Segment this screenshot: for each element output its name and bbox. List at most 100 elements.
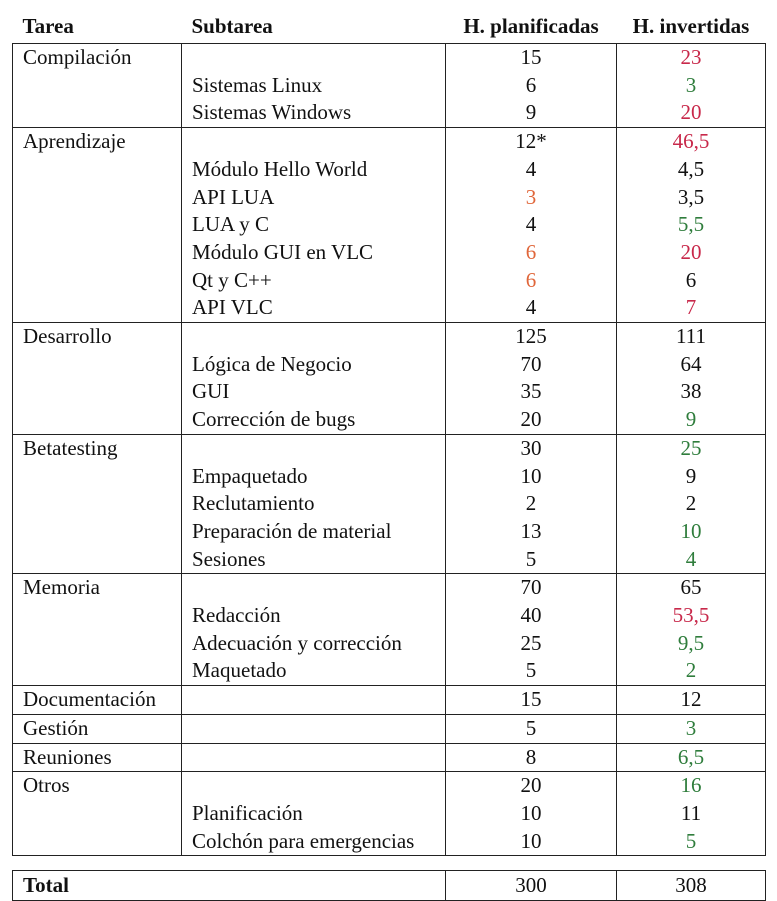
spent-hours: 3	[616, 71, 766, 100]
subtask-row: Preparación de material 13 10	[12, 517, 766, 546]
spent-hours: 20	[616, 238, 766, 267]
subtask-empty	[181, 127, 446, 156]
subtask-row: LUA y C 4 5,5	[12, 211, 766, 239]
spent-hours: 12	[616, 685, 766, 715]
task-empty	[12, 155, 182, 184]
subtask-empty	[181, 322, 446, 351]
planned-hours: 10	[445, 799, 617, 828]
subtask-name: Sistemas Linux	[181, 71, 446, 100]
task-row: Compilación 15 23	[12, 42, 766, 72]
spent-hours: 6	[616, 266, 766, 295]
planned-hours: 9	[445, 99, 617, 129]
spent-hours: 11	[616, 799, 766, 828]
task-row: Memoria 70 65	[12, 573, 766, 603]
spent-hours: 20	[616, 99, 766, 129]
spent-hours: 6,5	[616, 742, 766, 773]
task-name: Aprendizaje	[12, 127, 182, 156]
subtask-row: API LUA 3 3,5	[12, 183, 766, 212]
task-empty	[12, 350, 182, 379]
subtask-name: Planificación	[181, 799, 446, 828]
subtask-name: Sesiones	[181, 545, 446, 575]
subtask-name: Lógica de Negocio	[181, 350, 446, 379]
task-empty	[12, 183, 182, 212]
subtask-empty	[181, 713, 446, 744]
header-task: Tarea	[22, 14, 74, 38]
subtask-empty	[181, 433, 446, 463]
spent-hours: 4	[616, 545, 766, 575]
planned-hours: 5	[445, 545, 617, 575]
task-empty	[12, 490, 182, 518]
subtask-row: Sistemas Windows 9 20	[12, 99, 766, 129]
subtask-row: API VLC 4 7	[12, 294, 766, 324]
subtask-row: Módulo GUI en VLC 6 20	[12, 238, 766, 267]
planned-hours: 35	[445, 378, 617, 407]
spent-hours: 10	[616, 517, 766, 546]
subtask-row: Redacción 40 53,5	[12, 602, 766, 630]
task-empty	[12, 211, 182, 239]
spent-hours: 23	[616, 42, 766, 72]
task-name: Reuniones	[12, 742, 182, 773]
planned-hours: 70	[445, 573, 617, 603]
spent-hours: 5,5	[616, 211, 766, 239]
header-planned-hours: H. planificadas	[463, 14, 599, 38]
planned-hours: 25	[445, 629, 617, 658]
planned-hours: 125	[445, 322, 617, 351]
planned-hours: 20	[445, 771, 617, 800]
planned-hours: 4	[445, 294, 617, 324]
spent-hours: 25	[616, 433, 766, 463]
subtask-name: Preparación de material	[181, 517, 446, 546]
spacer-cell	[13, 856, 766, 871]
spent-hours: 3,5	[616, 183, 766, 212]
subtask-empty	[181, 685, 446, 715]
planned-hours: 10	[445, 462, 617, 491]
subtask-row: Lógica de Negocio 70 64	[12, 350, 766, 379]
spent-hours: 2	[616, 490, 766, 518]
planned-hours: 30	[445, 433, 617, 463]
spent-hours: 5	[616, 827, 766, 857]
subtask-row: Módulo Hello World 4 4,5	[12, 155, 766, 184]
task-empty	[12, 827, 182, 857]
total-spent-hours: 308	[616, 870, 766, 901]
task-row: Documentación 15 12	[12, 685, 766, 715]
task-row: Otros 20 16	[12, 771, 766, 800]
header-subtask: Subtarea	[191, 14, 273, 38]
subtask-name: Corrección de bugs	[181, 406, 446, 435]
total-planned-hours: 300	[445, 870, 617, 901]
planned-hours: 4	[445, 155, 617, 184]
task-name: Compilación	[12, 42, 182, 72]
subtask-empty	[181, 742, 446, 773]
spacer-row	[13, 856, 766, 871]
planned-hours: 6	[445, 238, 617, 267]
planned-hours: 6	[445, 71, 617, 100]
task-row: Reuniones 8 6,5	[12, 742, 766, 773]
subtask-row: Empaquetado 10 9	[12, 462, 766, 491]
task-empty	[12, 99, 182, 129]
spent-hours: 7	[616, 294, 766, 324]
header-row: Tarea Subtarea H. planificadas H. invert…	[12, 9, 766, 44]
planned-hours: 12*	[445, 127, 617, 156]
subtask-row: Planificación 10 11	[12, 799, 766, 828]
spent-hours: 4,5	[616, 155, 766, 184]
planned-hours: 2	[445, 490, 617, 518]
subtask-row: GUI 35 38	[12, 378, 766, 407]
subtask-name: Sistemas Windows	[181, 99, 446, 129]
task-empty	[12, 545, 182, 575]
task-row: Betatesting 30 25	[12, 433, 766, 463]
task-empty	[12, 799, 182, 828]
spent-hours: 2	[616, 657, 766, 687]
task-name: Documentación	[12, 685, 182, 715]
subtask-name: LUA y C	[181, 211, 446, 239]
total-label: Total	[12, 870, 446, 901]
task-empty	[12, 657, 182, 687]
subtask-name: Módulo GUI en VLC	[181, 238, 446, 267]
subtask-empty	[181, 771, 446, 800]
planned-hours: 15	[445, 685, 617, 715]
task-empty	[12, 378, 182, 407]
subtask-name: Módulo Hello World	[181, 155, 446, 184]
subtask-empty	[181, 42, 446, 72]
task-row: Gestión 5 3	[12, 713, 766, 744]
task-empty	[12, 406, 182, 435]
subtask-name: API VLC	[181, 294, 446, 324]
subtask-row: Colchón para emergencias 10 5	[12, 827, 766, 857]
planned-hours: 4	[445, 211, 617, 239]
